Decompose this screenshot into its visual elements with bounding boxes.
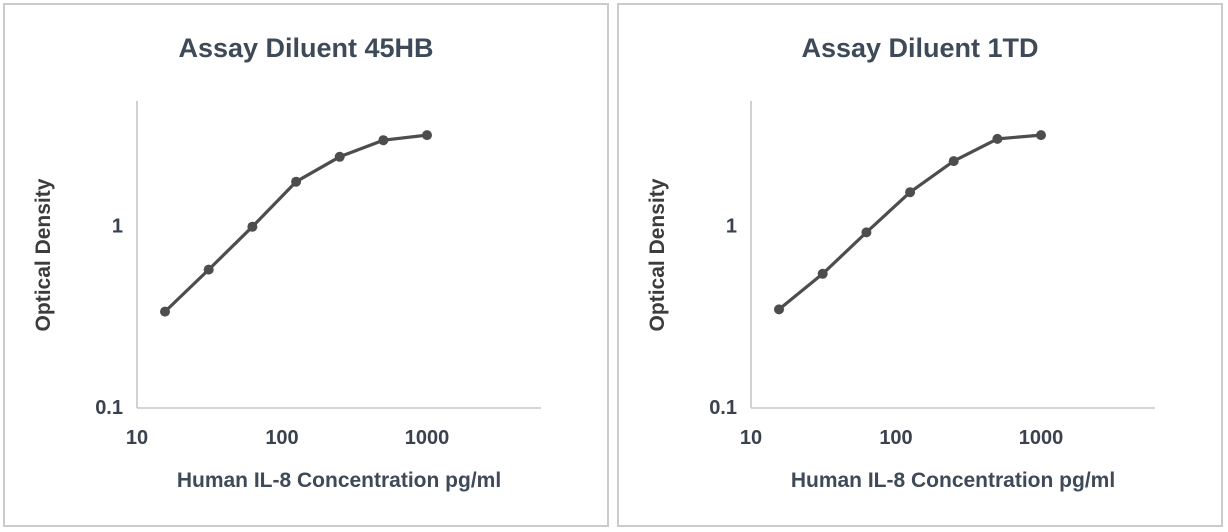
data-point <box>378 135 389 146</box>
y-tick-label: 1 <box>726 216 737 238</box>
plot-area: 1 0.110 100 1000 <box>709 101 1155 449</box>
data-point <box>203 264 214 275</box>
x-axis-title: Human IL-8 Concentration pg/ml <box>790 469 1116 492</box>
x-tick-label: 100 <box>265 427 298 449</box>
data-point <box>861 227 872 238</box>
x-tick-label: 10 <box>126 427 148 449</box>
y-tick-label: 1 <box>112 216 123 238</box>
data-point <box>334 151 345 162</box>
data-point <box>774 304 784 315</box>
data-point <box>948 156 959 167</box>
x-tick-label: 1000 <box>1019 427 1064 449</box>
y-tick-label: 0.1 <box>95 397 123 419</box>
data-point <box>291 176 302 187</box>
x-tick-label: 1000 <box>405 427 450 449</box>
data-point <box>422 130 432 141</box>
series-line <box>777 133 1043 311</box>
data-point <box>160 306 170 317</box>
chart-title: Assay Diluent 45HB <box>178 33 434 63</box>
data-point <box>817 268 828 279</box>
data-point <box>992 133 1003 144</box>
plot-area: 1 0.110 100 1000 <box>95 101 541 449</box>
x-axis-title: Human IL-8 Concentration pg/ml <box>176 469 502 492</box>
chart-panel-45hb: Assay Diluent 45HB Optical Density 1 0.1 1… <box>3 3 609 527</box>
chart-title: Assay Diluent 1TD <box>801 33 1039 63</box>
y-tick-label: 0.1 <box>709 397 737 419</box>
data-point <box>247 221 258 232</box>
data-point <box>1036 130 1046 141</box>
series-line <box>163 133 429 314</box>
x-tick-label: 100 <box>879 427 912 449</box>
data-point <box>905 187 916 198</box>
chart-panel-1td: Assay Diluent 1TD Optical Density 1 0.1 10… <box>617 3 1223 527</box>
x-tick-label: 10 <box>740 427 762 449</box>
